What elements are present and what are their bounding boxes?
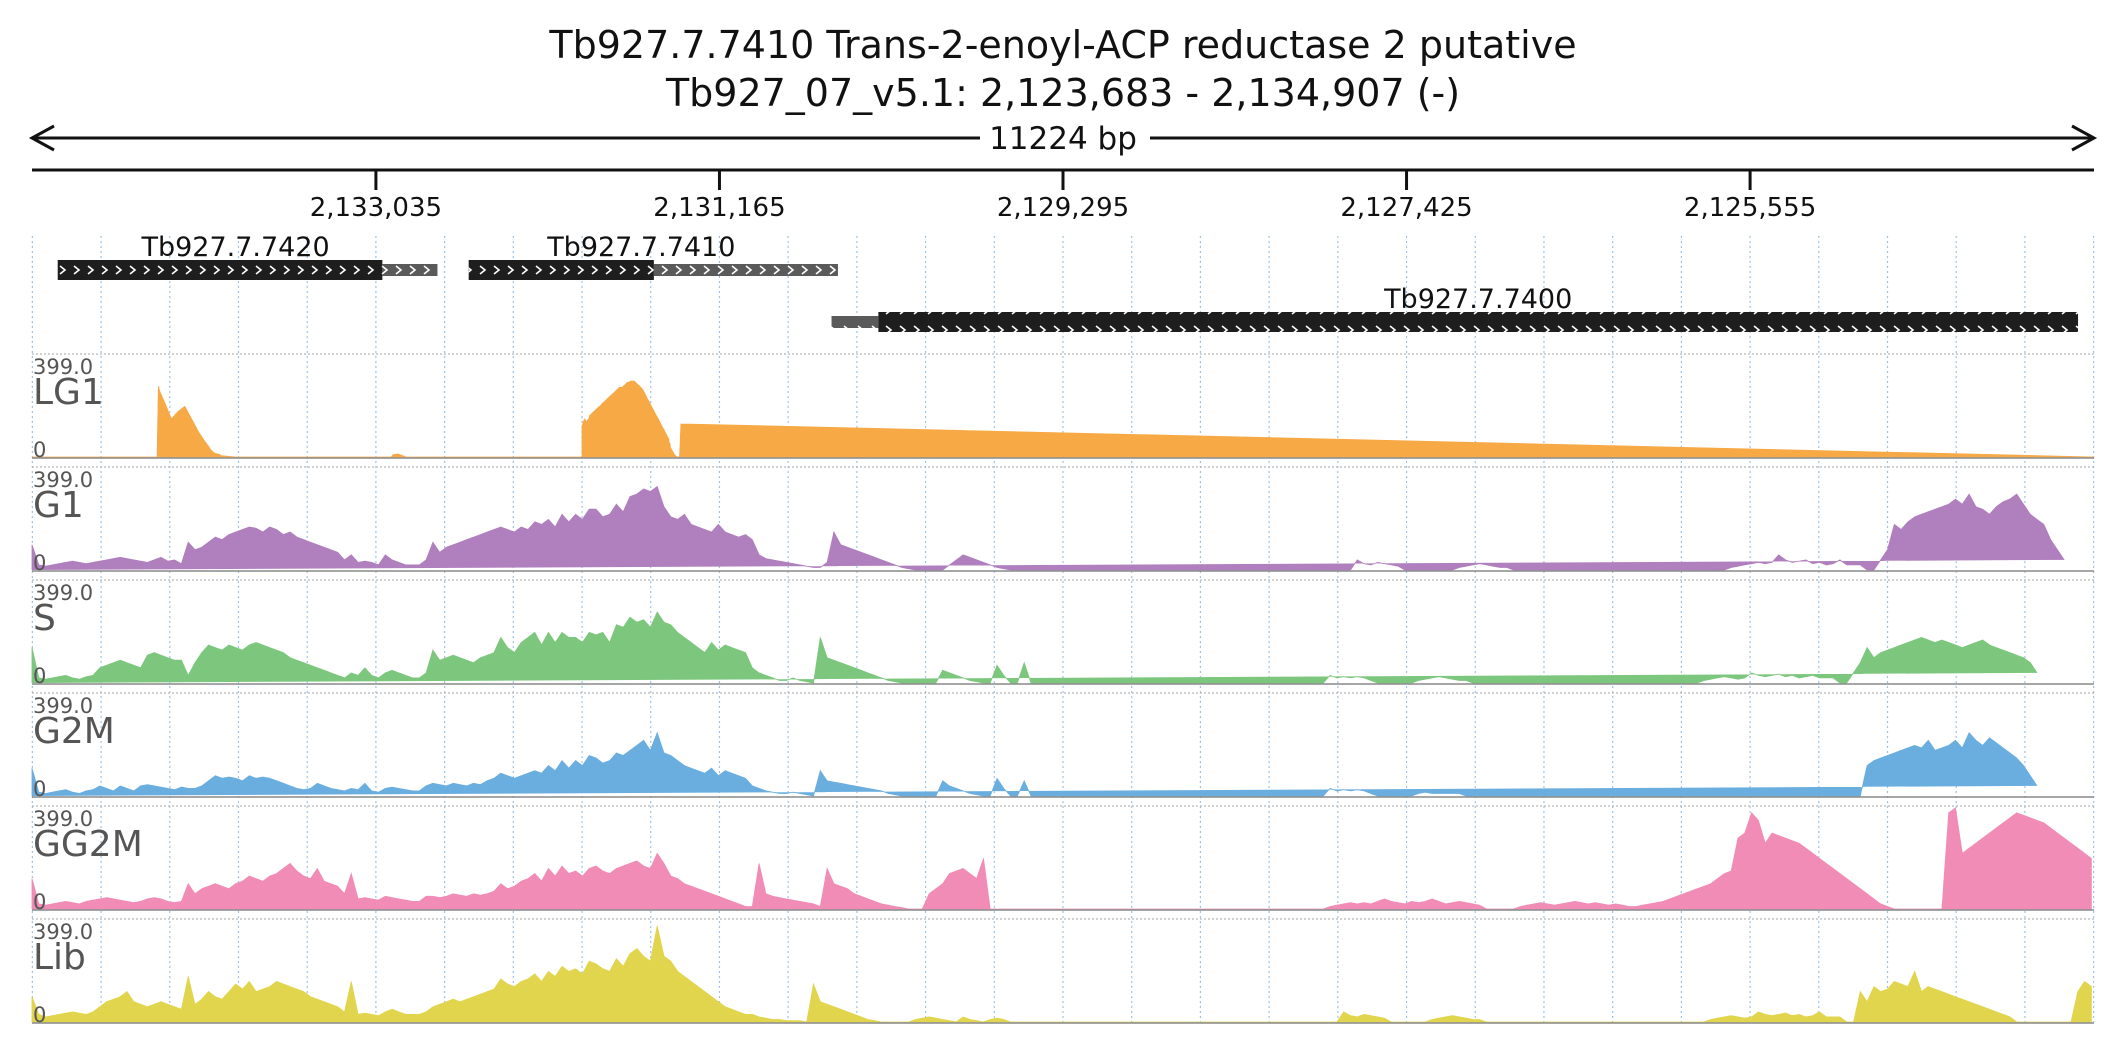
track-name-label: GG2M (33, 824, 143, 865)
gene-label: Tb927.7.7420 (140, 232, 329, 263)
gene-cds-strand (468, 260, 654, 280)
gene-label: Tb927.7.7400 (1383, 284, 1572, 315)
x-tick-label: 2,133,035 (310, 193, 442, 223)
track-ymin-label: 0 (33, 890, 46, 914)
gene-Tb927-7-7420: Tb927.7.7420 (57, 232, 438, 280)
gene-cds-strand (878, 312, 2079, 332)
track-ymin-label: 0 (33, 777, 46, 801)
coverage-area (31, 807, 2092, 910)
span-length-label: 11224 bp (989, 121, 1137, 157)
x-axis-ticks: 2,133,035 2,131,165 2,129,295 2,127,425 2,12… (310, 170, 1816, 223)
span-arrow (28, 124, 2098, 152)
x-tick-label: 2,129,295 (997, 193, 1129, 223)
chart-subtitle: Tb927_07_v5.1: 2,123,683 - 2,134,907 (-) (665, 71, 1460, 115)
gene-cds-strand (57, 260, 383, 280)
track-name-label: S (33, 598, 56, 639)
gene-Tb927-7-7410: Tb927.7.7410 (468, 232, 838, 280)
track-ymin-label: 0 (33, 438, 46, 462)
gene-utr-strand (831, 316, 879, 328)
coverage-area (31, 485, 2065, 571)
track-ymax-label: 399.0 (33, 920, 93, 944)
gene-models: Tb927.7.7420 Tb927.7.7410 Tb927.7.7400 (57, 232, 2079, 332)
track-ymin-label: 0 (33, 1003, 46, 1027)
track-ymax-label: 399.0 (33, 355, 93, 379)
coverage-area (31, 925, 2092, 1023)
coverage-area (31, 611, 2038, 684)
gene-label: Tb927.7.7410 (546, 232, 735, 263)
x-tick-label: 2,127,425 (1340, 193, 1472, 223)
gene-Tb927-7-7400: Tb927.7.7400 (831, 284, 2079, 332)
track-name-label: G1 (33, 485, 84, 526)
chart-title: Tb927.7.7410 Trans-2-enoyl-ACP reductase… (548, 23, 1576, 67)
coverage-area (31, 731, 2038, 797)
track-ymax-label: 399.0 (33, 468, 93, 492)
track-ymin-label: 0 (33, 551, 46, 575)
x-tick-label: 2,125,555 (1684, 193, 1816, 223)
x-tick-label: 2,131,165 (653, 193, 785, 223)
track-ymin-label: 0 (33, 664, 46, 688)
gene-utr-strand (382, 264, 438, 276)
coverage-tracks: LG1399.00G1399.00S399.00G2M399.00GG2M399… (31, 353, 2095, 1027)
track-name-label: LG1 (33, 372, 104, 413)
track-ymax-label: 399.0 (33, 694, 93, 718)
track-name-label: G2M (33, 711, 115, 752)
gene-utr-strand (653, 264, 838, 276)
coverage-area (32, 380, 2095, 458)
track-name-label: Lib (33, 937, 86, 978)
track-ymax-label: 399.0 (33, 581, 93, 605)
track-ymax-label: 399.0 (33, 807, 93, 831)
